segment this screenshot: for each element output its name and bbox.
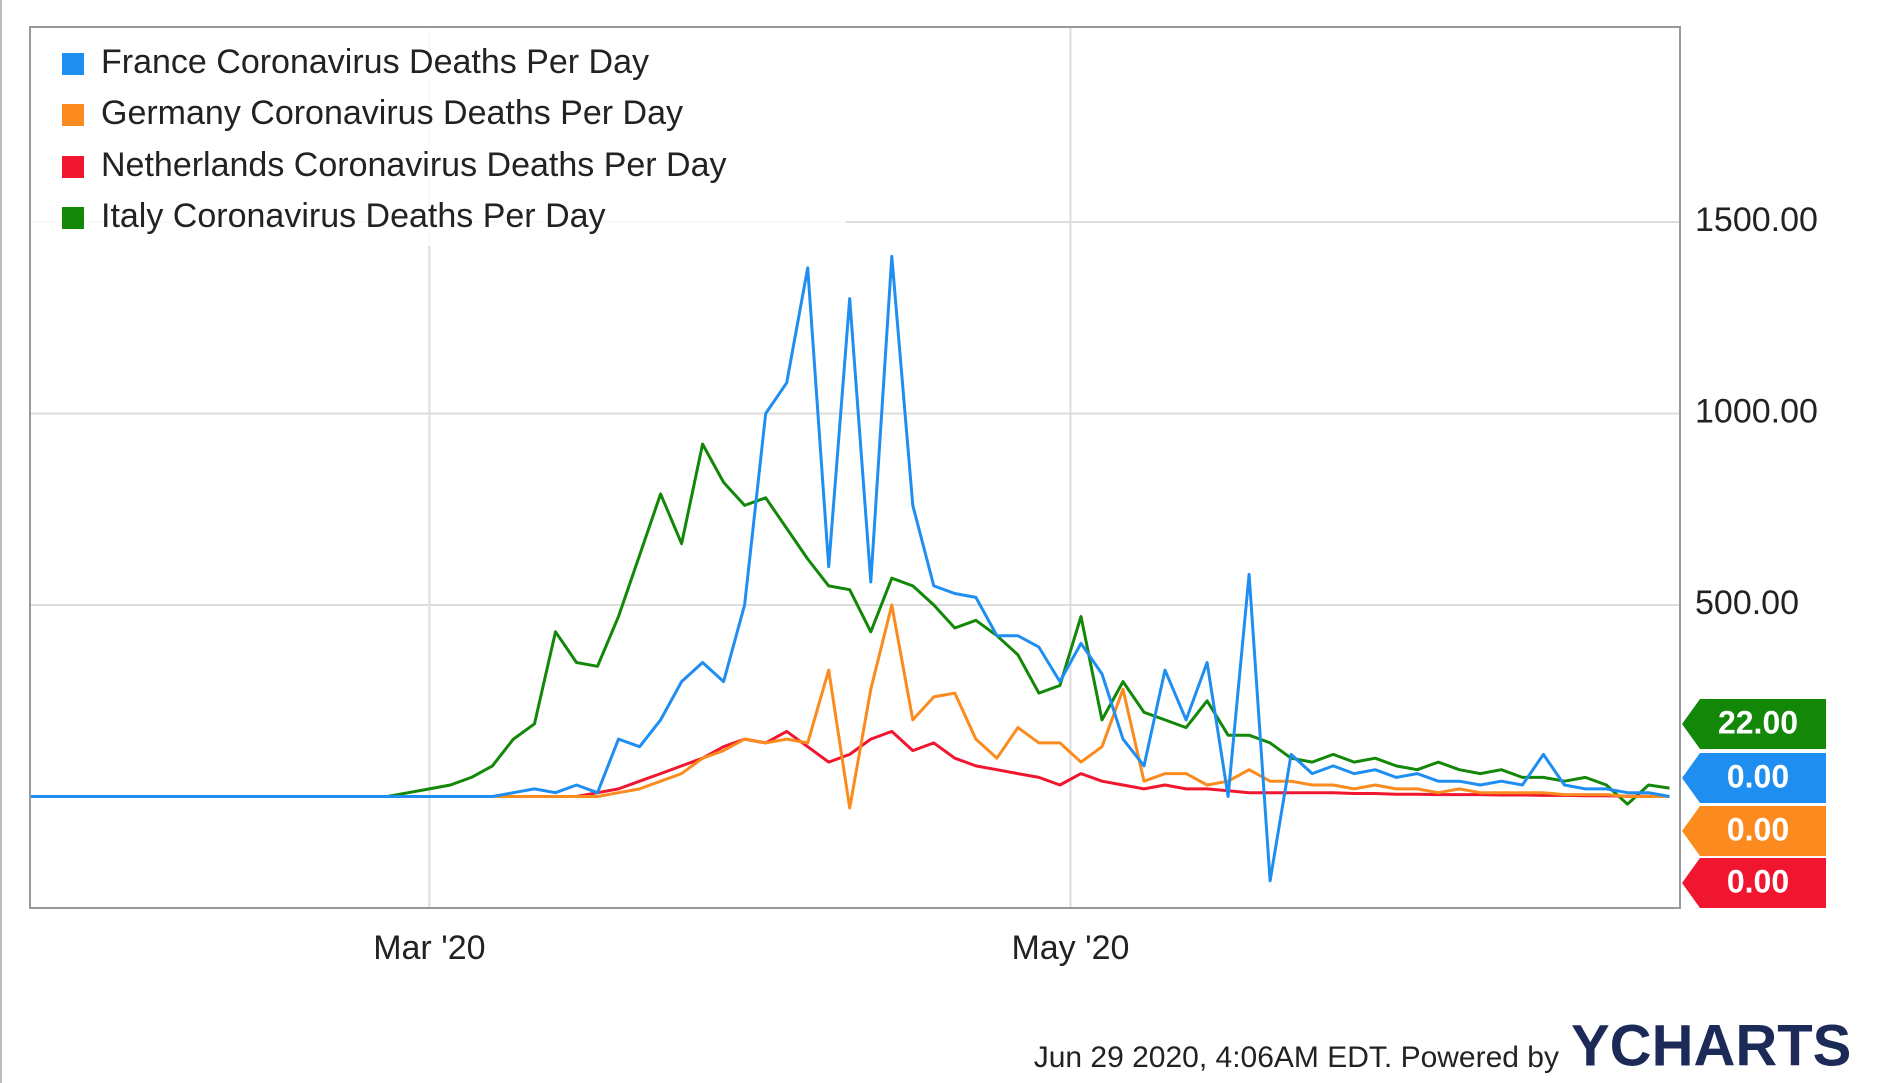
logo: YCHARTS bbox=[1571, 1013, 1851, 1078]
legend-label: Netherlands Coronavirus Deaths Per Day bbox=[101, 146, 727, 184]
y-tick-label: 1000.00 bbox=[1695, 392, 1818, 430]
plot-lines bbox=[30, 254, 1670, 883]
end-badge bbox=[1682, 806, 1826, 856]
end-label: 0.00 bbox=[1727, 863, 1789, 899]
x-tick-label: May '20 bbox=[1011, 929, 1129, 967]
legend-swatch bbox=[62, 156, 84, 178]
y-tick-label: 1500.00 bbox=[1695, 201, 1818, 239]
end-badge bbox=[1682, 858, 1826, 908]
end-label: 22.00 bbox=[1718, 704, 1798, 740]
legend-label: France Coronavirus Deaths Per Day bbox=[101, 43, 649, 81]
plot-border bbox=[29, 26, 1681, 909]
legend-swatch bbox=[62, 207, 84, 229]
y-tick-label: 500.00 bbox=[1695, 584, 1799, 622]
x-tick-label: Mar '20 bbox=[373, 929, 485, 967]
series-line bbox=[30, 254, 1670, 883]
legend-box bbox=[31, 28, 846, 246]
end-label: 0.00 bbox=[1727, 811, 1789, 847]
legend-swatch bbox=[62, 53, 84, 75]
legend-label: Italy Coronavirus Deaths Per Day bbox=[101, 197, 606, 235]
end-badge bbox=[1682, 753, 1826, 803]
labels: 500.00 1000.00 1500.00 Mar '20 May '20 0.00 0.… bbox=[373, 201, 1826, 967]
legend-label: Germany Coronavirus Deaths Per Day bbox=[101, 94, 683, 132]
legend: France Coronavirus Deaths Per Day Germany… bbox=[31, 28, 846, 246]
end-label: 0.00 bbox=[1727, 758, 1789, 794]
end-badge bbox=[1682, 699, 1826, 749]
legend-swatch bbox=[62, 104, 84, 126]
footer: Jun 29 2020, 4:06AM EDT. Powered by bbox=[1034, 1041, 1559, 1074]
